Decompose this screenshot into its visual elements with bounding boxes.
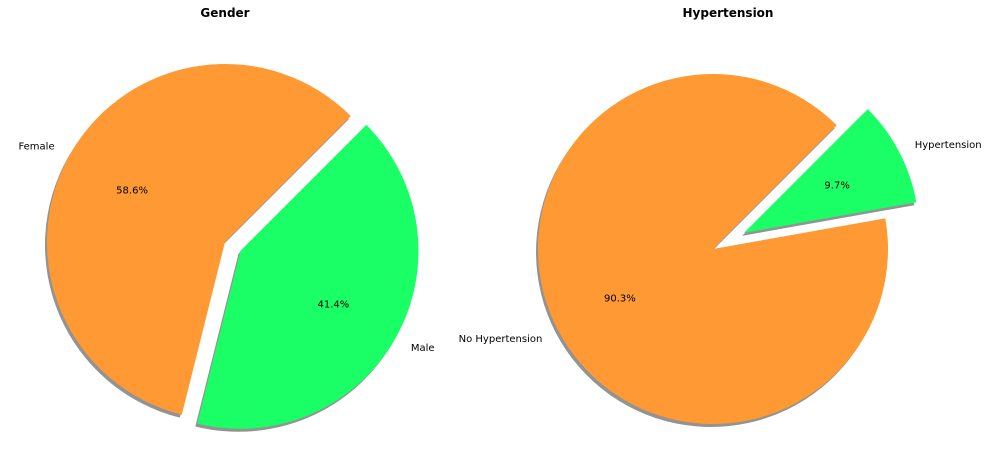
pie-chart-hypertension: Hypertension No Hypertension 90.3% Hyperte… — [459, 6, 982, 427]
chart-title-hypertension: Hypertension — [683, 6, 774, 20]
category-label-hypertension-no-hypertension: No Hypertension — [459, 334, 543, 345]
pie-slice-hypertension-no-hypertension — [538, 73, 888, 424]
pie-slice-gender-male — [197, 124, 419, 429]
category-label-gender-female: Female — [18, 142, 54, 153]
pie-slice-hypertension-hypertension — [744, 109, 917, 233]
pie-chart-gender: Gender Female 58.6% Male 41.4% — [18, 6, 435, 432]
percent-label-gender-female: 58.6% — [116, 185, 148, 196]
category-label-gender-male: Male — [411, 343, 435, 354]
percent-label-hypertension-hypertension: 9.7% — [824, 180, 849, 191]
percent-label-hypertension-no-hypertension: 90.3% — [604, 294, 636, 305]
category-label-hypertension-hypertension: Hypertension — [915, 140, 982, 151]
pie-slice-gender-female — [47, 64, 351, 415]
chart-title-gender: Gender — [200, 6, 249, 20]
percent-label-gender-male: 41.4% — [318, 299, 350, 310]
